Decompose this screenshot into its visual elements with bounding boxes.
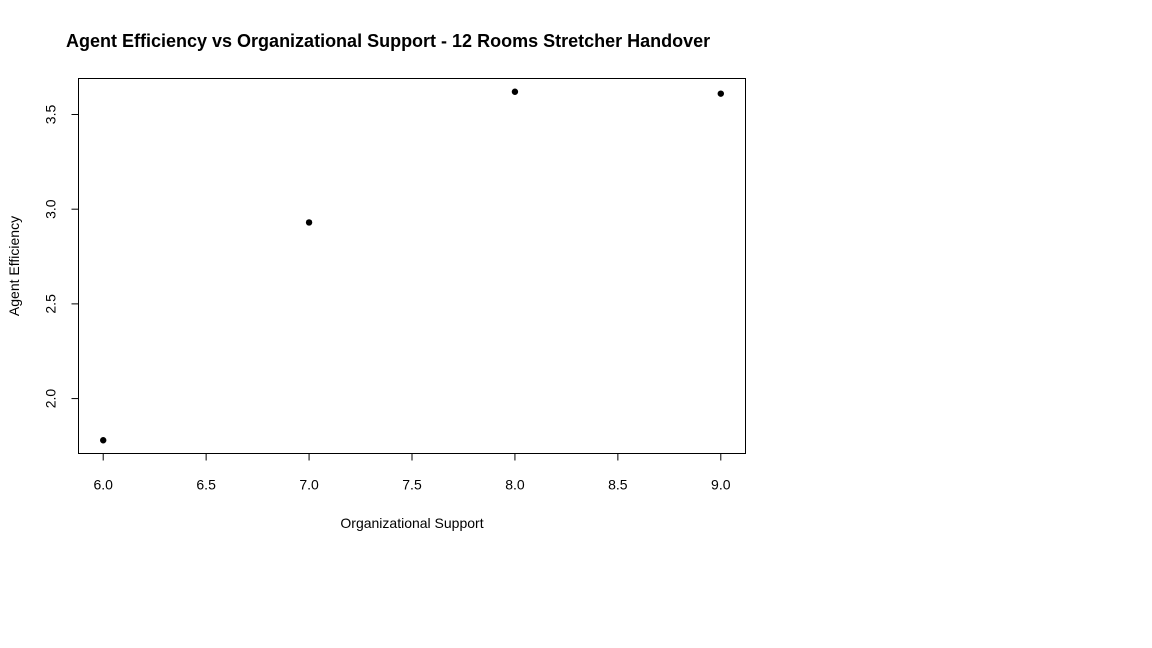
y-tick-label: 2.0	[43, 389, 59, 409]
data-point	[100, 437, 107, 444]
x-tick-label: 6.0	[93, 477, 113, 493]
x-tick-label: 9.0	[711, 477, 731, 493]
data-point	[511, 88, 519, 95]
plot-frame	[78, 78, 746, 454]
data-point	[717, 90, 724, 97]
x-tick-label: 7.5	[402, 477, 422, 493]
data-point	[305, 219, 313, 226]
y-axis-label: Agent Efficiency	[6, 216, 22, 316]
data-points	[100, 88, 724, 444]
y-tick-label: 3.5	[43, 105, 59, 125]
x-tick-label: 8.5	[608, 477, 628, 493]
x-tick-label: 7.0	[299, 477, 319, 493]
y-tick-label: 3.0	[43, 199, 59, 219]
x-tick-label: 8.0	[505, 477, 525, 493]
y-tick-label: 2.5	[43, 294, 59, 314]
x-axis-label: Organizational Support	[340, 515, 483, 531]
y-axis: 2.0 2.5 3.0 3.5	[43, 105, 79, 409]
chart-title: Agent Efficiency vs Organizational Suppo…	[66, 31, 710, 51]
x-axis: 6.0 6.5 7.0 7.5 8.0 8.5 9.0	[93, 453, 731, 493]
x-tick-label: 6.5	[196, 477, 216, 493]
